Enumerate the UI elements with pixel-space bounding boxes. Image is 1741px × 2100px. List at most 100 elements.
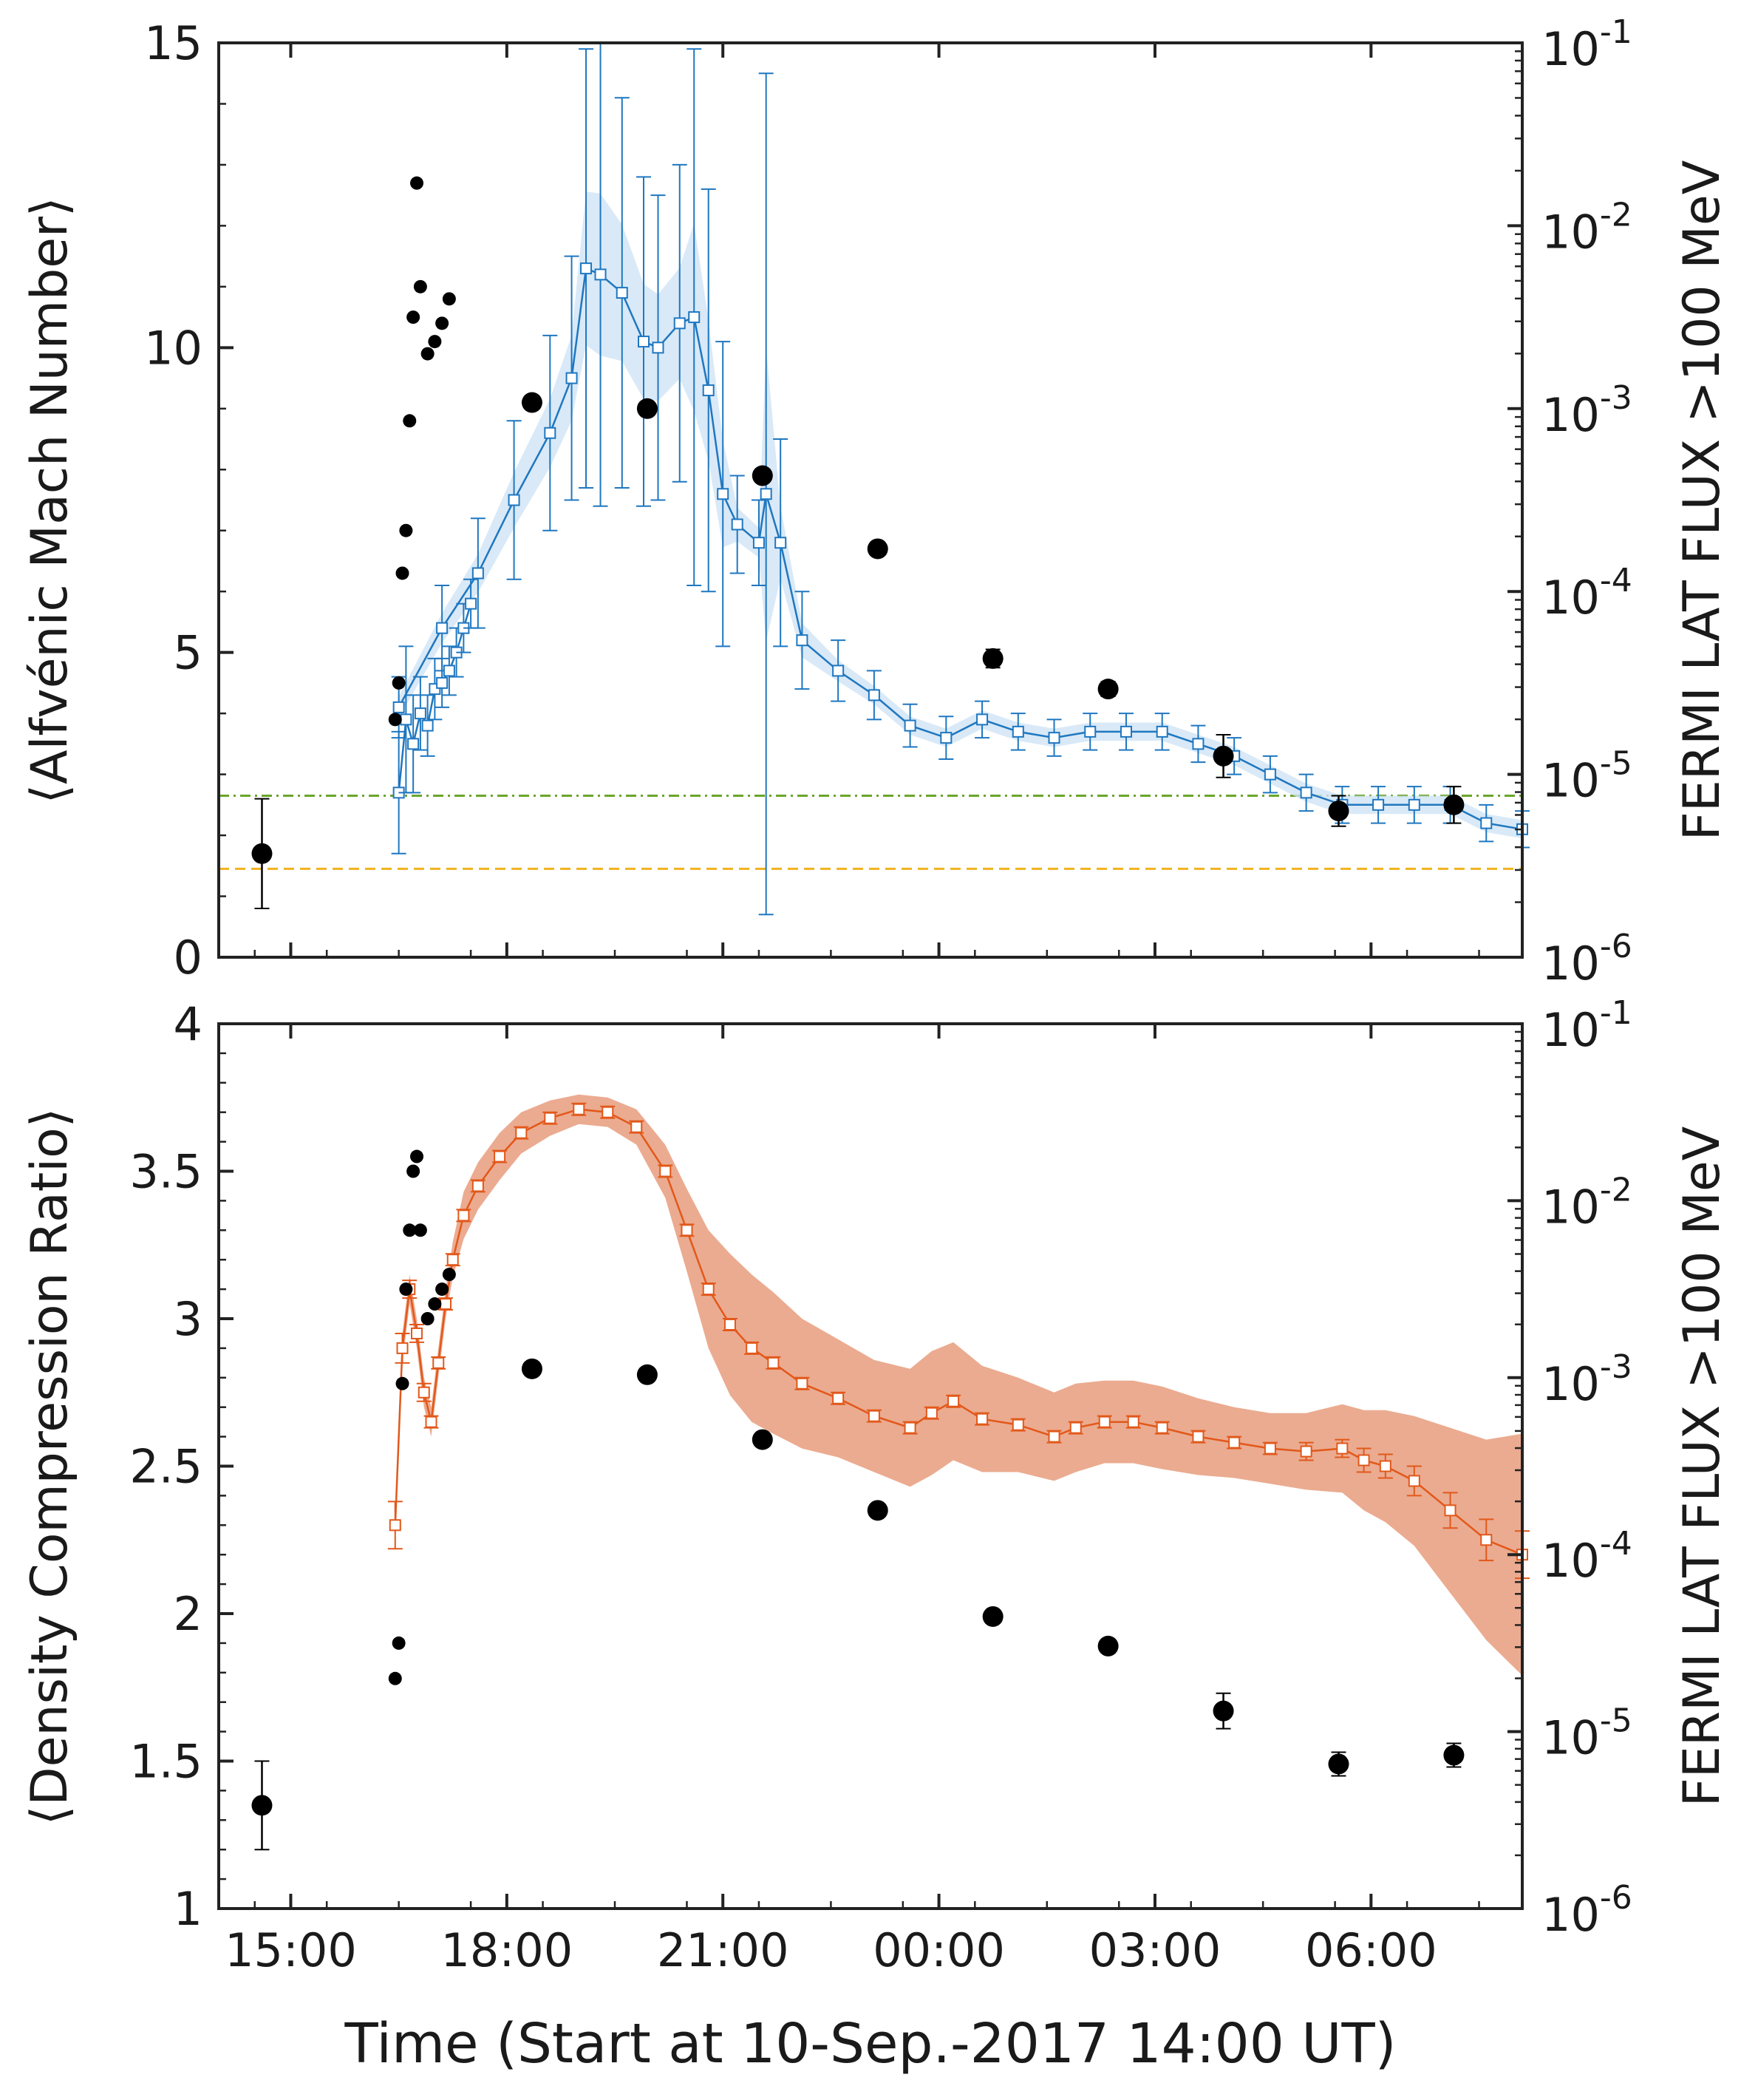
bottom-series-1-point-19	[1213, 1700, 1234, 1722]
bottom-series-0-point-40	[1336, 1442, 1349, 1455]
bottom-series-0-point-15	[602, 1106, 614, 1118]
x-axis-label: Time (Start at 10-Sep.-2017 14:00 UT)	[344, 2012, 1396, 2076]
top-right-tick-label-4: 10-2	[1541, 196, 1632, 259]
top-series-0-point-1	[436, 622, 449, 634]
bottom-x-tick-label-1: 18:00	[440, 1923, 573, 1977]
bottom-series-0-point-9	[457, 1209, 470, 1222]
top-series-1-point-6	[436, 676, 449, 689]
bottom-y-tick-label-2: 2	[174, 1587, 202, 1641]
bottom-series-0-point-18	[681, 1224, 693, 1237]
bottom-panel: 1 1.5 2 2.5 3 3.5 4 10-6 10-5 10-4 10-3 10-2 10-1 15:…	[21, 994, 1731, 2076]
bottom-series-1-point-16	[867, 1500, 888, 1521]
bottom-series-0-point-29	[976, 1413, 989, 1425]
top-panel: 0 5 10 15 10-6 10-5 10-4 10-3 10-2 10-1 ⟨Alfvénic…	[21, 13, 1731, 990]
top-y-tick-label-3: 15	[144, 16, 202, 70]
bottom-series-0-point-1	[396, 1342, 409, 1354]
bottom-series-0-point-8	[446, 1254, 459, 1266]
top-series-2-point-8	[413, 279, 427, 293]
bottom-x-tick-label-4: 03:00	[1089, 1923, 1222, 1977]
top-series-0-point-30	[1192, 738, 1205, 750]
bottom-series-0-point-3	[411, 1327, 423, 1339]
bottom-series-0-point-36	[1192, 1430, 1205, 1443]
bottom-series-1-point-8	[413, 1223, 427, 1237]
top-series-0-point-27	[1084, 725, 1097, 738]
bottom-series-0-point-16	[630, 1121, 643, 1133]
bottom-y-tick-label-1: 1.5	[129, 1735, 202, 1789]
bottom-series-0-point-17	[659, 1165, 672, 1178]
bottom-left-axis-label: ⟨Density Compression Ratio⟩	[21, 1108, 79, 1826]
top-left-axis-label: ⟨Alfvénic Mach Number⟩	[21, 197, 79, 803]
bottom-series-0-point-14	[573, 1103, 585, 1115]
bottom-series-0-point-10	[471, 1180, 484, 1192]
top-series-0-point-12	[688, 311, 701, 324]
top-series-2-point-4	[399, 523, 413, 537]
bottom-series-1-point-1	[388, 1671, 402, 1685]
top-right-tick-label-2: 10-4	[1541, 562, 1632, 625]
bottom-series-0-point-21	[746, 1342, 758, 1354]
top-y-tick-label-0: 0	[174, 931, 202, 985]
bottom-series-0-point-41	[1357, 1454, 1370, 1467]
top-series-1-point-7	[443, 665, 455, 677]
bottom-y-tick-label-4: 3	[174, 1292, 202, 1346]
bottom-series-0-point-33	[1098, 1416, 1111, 1428]
top-series-1-point-3	[414, 707, 426, 720]
bottom-y-tick-label-3: 2.5	[129, 1440, 202, 1494]
top-series-0-point-6	[580, 262, 593, 275]
bottom-x-tick-label-5: 06:00	[1305, 1923, 1437, 1977]
top-series-0-point-33	[1300, 786, 1312, 799]
bottom-series-1-point-5	[403, 1223, 417, 1237]
bottom-series-0-point-25	[868, 1410, 880, 1422]
bottom-x-tick-label-0: 15:00	[225, 1923, 357, 1977]
bottom-series-0-point-45	[1480, 1534, 1493, 1546]
bottom-series-1-point-10	[428, 1297, 442, 1311]
top-series-2-point-3	[395, 566, 409, 580]
bottom-series-1-point-2	[392, 1636, 406, 1650]
top-right-tick-label-3: 10-3	[1541, 379, 1632, 442]
top-series-2-point-19	[1213, 745, 1234, 767]
bottom-right-tick-label-5: 10-1	[1541, 994, 1632, 1057]
top-right-tick-label-5: 10-1	[1541, 13, 1632, 76]
bottom-series-0-point-38	[1264, 1442, 1276, 1455]
bottom-series-1-point-12	[442, 1268, 456, 1282]
bottom-series-1-point-6	[406, 1164, 420, 1178]
bottom-series-0-point-31	[1048, 1430, 1060, 1443]
top-series-0-point-35	[1372, 798, 1385, 811]
top-series-0-line	[398, 267, 1523, 831]
bottom-series-0-point-5	[425, 1416, 437, 1428]
top-series-2-point-16	[867, 538, 888, 560]
top-series-2-point-13	[521, 392, 542, 413]
bottom-right-axis-label: FERMI LAT FLUX >100 MeV	[1673, 1127, 1731, 1807]
bottom-series-1-point-11	[435, 1282, 449, 1297]
bottom-series-0-point-11	[494, 1150, 506, 1163]
top-series-2-point-1	[388, 713, 402, 727]
bottom-y-tick-label-6: 4	[174, 997, 202, 1051]
bottom-series-1-point-9	[420, 1312, 435, 1325]
bottom-series-0-uncertainty-band	[395, 1094, 1522, 1676]
top-series-0-point-8	[616, 287, 628, 299]
bottom-series-1-point-14	[636, 1364, 658, 1385]
bottom-series-0-point-12	[515, 1127, 528, 1139]
top-series-1-point-10	[465, 597, 477, 610]
top-series-0-point-36	[1408, 798, 1420, 811]
bottom-series-0-point-24	[832, 1392, 845, 1404]
top-series-0-point-38	[1480, 817, 1493, 829]
top-series-2-point-15	[752, 465, 773, 486]
top-series-2-point-10	[428, 335, 442, 349]
top-series-0-point-16	[752, 537, 765, 549]
top-series-0-point-19	[796, 634, 808, 647]
top-series-0-point-10	[652, 341, 664, 354]
bottom-series-0-point-22	[767, 1356, 780, 1369]
top-series-2-point-17	[982, 648, 1004, 669]
bottom-series-0-point-28	[947, 1395, 960, 1407]
bottom-series-1-point-13	[521, 1358, 542, 1379]
top-series-2-point-0	[251, 843, 273, 864]
bottom-series-0-point-26	[904, 1421, 916, 1434]
bottom-right-tick-label-2: 10-4	[1541, 1525, 1632, 1588]
top-series-0-point-7	[594, 268, 607, 281]
bottom-series-1-point-3	[395, 1376, 409, 1390]
top-series-0-point-21	[868, 689, 880, 701]
bottom-x-tick-label-2: 21:00	[657, 1923, 789, 1977]
top-series-0-point-4	[544, 427, 556, 439]
top-series-0-point-14	[717, 488, 729, 500]
bottom-series-1-point-18	[1097, 1635, 1119, 1656]
